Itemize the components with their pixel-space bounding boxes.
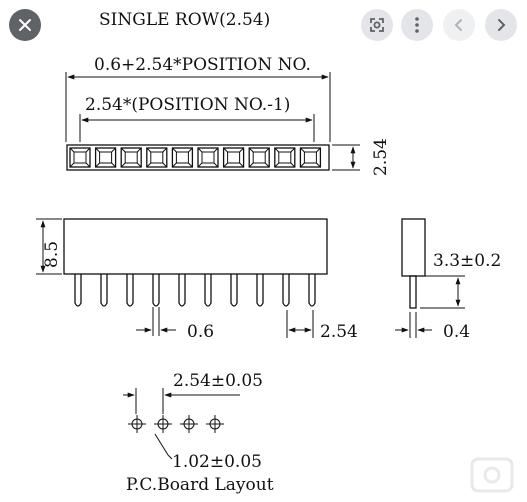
socket-hole [120,147,142,168]
pcb-hole [154,415,172,433]
close-button[interactable] [9,9,41,41]
socket-hole [171,147,194,168]
pitch-span-label: 2.54*(POSITION NO.-1) [85,95,290,115]
pin-pitch-label: 2.54 [320,322,358,342]
chevron-left-icon [454,19,462,31]
row-height-label: 2.54 [371,138,391,176]
lens-button[interactable] [361,9,393,41]
pin [204,274,212,307]
pin [152,274,160,307]
next-button[interactable] [485,9,517,41]
socket-hole [299,147,322,168]
pin-width-label: 0.6 [187,322,214,342]
pin [230,274,238,307]
pin [308,274,316,307]
side-view [401,218,426,309]
more-icon [415,17,419,33]
pcb-holes [128,415,224,433]
lens-icon [370,18,384,32]
more-button[interactable] [401,9,433,41]
socket-hole [146,147,168,168]
pin [74,274,82,307]
socket-hole [69,147,91,168]
previous-button[interactable] [443,9,475,41]
pin [282,274,290,307]
socket-hole [94,147,117,168]
drawing-title: SINGLE ROW(2.54) [99,10,270,30]
pin [178,274,186,307]
socket-hole [248,147,270,168]
pcb-hole [180,415,198,433]
pcb-hole [206,415,224,433]
total-length-label: 0.6+2.54*POSITION NO. [94,55,311,75]
pin-length-label: 3.3±0.2 [433,251,501,271]
pcb-pitch-label: 2.54±0.05 [173,371,263,391]
pcb-hole-label: 1.02±0.05 [172,452,262,472]
pcb-caption: P.C.Board Layout [126,475,274,495]
pin [100,274,108,307]
chevron-right-icon [498,19,506,31]
socket-hole [274,147,296,168]
front-view [63,218,328,307]
socket-hole [222,147,245,168]
body-height-label: 8.5 [42,241,62,268]
pin [126,274,134,307]
close-icon [19,19,31,31]
pcb-hole [128,415,146,433]
socket-hole [197,147,219,168]
top-view [66,144,330,171]
pin [256,274,264,307]
pin-thickness-label: 0.4 [443,322,470,342]
watermark-logo [469,456,515,494]
